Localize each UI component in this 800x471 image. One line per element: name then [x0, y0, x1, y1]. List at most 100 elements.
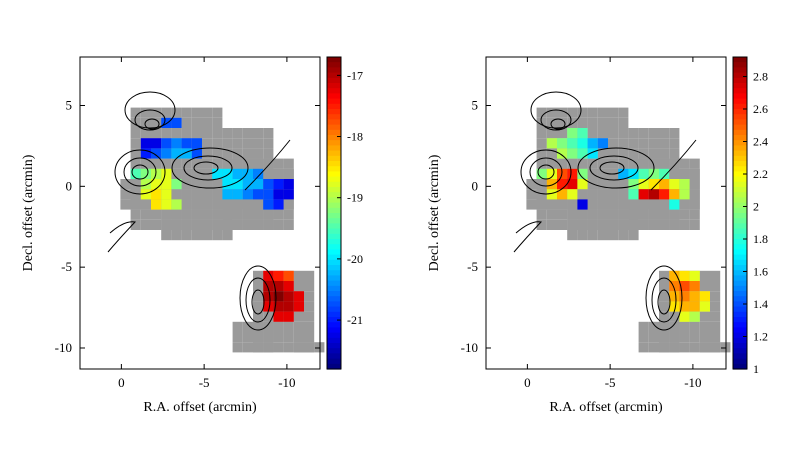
no-data-cell: [273, 332, 284, 343]
colorbar-tick-label: 2: [753, 200, 759, 214]
no-data-cell: [273, 158, 284, 169]
y-tick-label: 5: [66, 97, 73, 112]
colorbar-segment: [733, 155, 747, 162]
no-data-cell: [557, 199, 568, 210]
contour-line: [134, 109, 166, 131]
colorbar-segment: [733, 135, 747, 141]
no-data-cell: [263, 128, 274, 139]
heatmap-cell: [546, 179, 557, 190]
no-data-cell: [597, 148, 608, 159]
colorbar-segment: [327, 233, 341, 240]
contour-line: [651, 277, 677, 323]
heatmap-cell: [628, 189, 639, 200]
no-data-cell: [161, 107, 172, 118]
colorbar-segment: [327, 285, 341, 292]
colorbar-segment: [327, 213, 341, 219]
no-data-cell: [191, 230, 202, 241]
colorbar-segment: [733, 265, 747, 271]
heatmap-cell: [638, 179, 649, 190]
no-data-cell: [181, 128, 192, 139]
colorbar-segment: [327, 280, 341, 287]
no-data-cell: [232, 199, 243, 210]
colorbar-segment: [733, 124, 747, 131]
no-data-cell: [618, 117, 629, 128]
no-data-cell: [140, 128, 151, 139]
no-data-cell: [130, 148, 141, 159]
no-data-cell: [577, 107, 588, 118]
no-data-cell: [232, 332, 243, 343]
colorbar-segment: [733, 187, 747, 193]
colorbar-segment: [733, 171, 747, 178]
heatmap-cell: [283, 301, 294, 312]
heatmap-cell: [242, 189, 253, 200]
heatmap-cell: [222, 168, 233, 179]
no-data-cell: [536, 158, 547, 169]
contour-line: [124, 91, 176, 129]
no-data-cell: [202, 179, 213, 190]
heatmap-cell: [273, 281, 284, 292]
colorbar-segment: [327, 218, 341, 224]
no-data-cell: [710, 311, 721, 322]
no-data-cell: [608, 179, 619, 190]
no-data-cell: [669, 138, 680, 149]
heatmap-cell: [242, 168, 253, 179]
colorbar-segment: [327, 239, 341, 245]
colorbar-segment: [733, 306, 747, 313]
no-data-cell: [577, 117, 588, 128]
heatmap-cell: [212, 168, 223, 179]
colorbar-segment: [327, 124, 341, 131]
colorbar-segment: [327, 296, 341, 302]
colorbar-segment: [327, 72, 341, 79]
heatmap-cell: [536, 168, 547, 179]
no-data-cell: [181, 199, 192, 210]
colorbar-segment: [327, 187, 341, 193]
no-data-cell: [710, 321, 721, 332]
no-data-cell: [181, 230, 192, 241]
no-data-cell: [659, 332, 670, 343]
colorbar-segment: [733, 270, 747, 276]
no-data-cell: [608, 107, 619, 118]
no-data-cell: [638, 219, 649, 230]
x-tick-label: -5: [605, 375, 616, 390]
no-data-cell: [171, 209, 182, 220]
heatmap-cell: [567, 168, 578, 179]
heatmap-cell: [140, 148, 151, 159]
no-data-cell: [659, 199, 670, 210]
colorbar-segment: [327, 275, 341, 282]
colorbar-segment: [327, 57, 341, 63]
colorbar-segment: [733, 363, 747, 370]
no-data-cell: [263, 148, 274, 159]
no-data-cell: [536, 107, 547, 118]
contour-line: [645, 265, 683, 331]
colorbar-segment: [327, 103, 341, 110]
heatmap-cell: [557, 138, 568, 149]
heatmap-cell: [577, 199, 588, 210]
heatmap-cell: [546, 168, 557, 179]
no-data-cell: [597, 199, 608, 210]
no-data-cell: [263, 168, 274, 179]
no-data-cell: [222, 148, 233, 159]
heatmap-cell: [659, 189, 670, 200]
no-data-cell: [304, 321, 315, 332]
no-data-cell: [283, 158, 294, 169]
no-data-cell: [587, 107, 598, 118]
no-data-cell: [140, 107, 151, 118]
colorbar-segment: [327, 161, 341, 167]
no-data-cell: [242, 321, 253, 332]
no-data-cell: [669, 311, 680, 322]
no-data-cell: [597, 179, 608, 190]
no-data-cell: [638, 148, 649, 159]
colorbar-segment: [327, 270, 341, 276]
no-data-cell: [557, 219, 568, 230]
no-data-cell: [648, 332, 659, 343]
no-data-cell: [140, 117, 151, 128]
no-data-cell: [638, 342, 649, 353]
no-data-cell: [253, 291, 264, 302]
colorbar-segment: [733, 119, 747, 126]
no-data-cell: [669, 321, 680, 332]
no-data-cell: [171, 189, 182, 200]
colorbar-segment: [733, 301, 747, 308]
heatmap-cell: [263, 179, 274, 190]
no-data-cell: [232, 148, 243, 159]
heatmap-cell: [151, 138, 162, 149]
